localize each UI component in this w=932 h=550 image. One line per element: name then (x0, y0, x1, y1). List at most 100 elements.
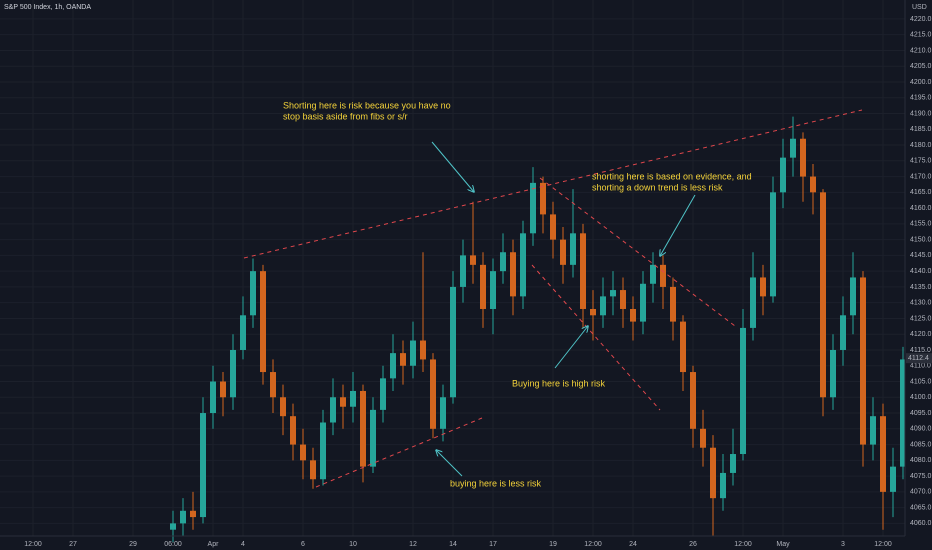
trend-line (531, 264, 661, 411)
candle-body (270, 372, 276, 398)
candle-body (580, 233, 586, 309)
y-tick-label: 4205.0 (910, 63, 932, 70)
x-axis: 12:00 27 29 06:00 Apr 4 6 10 12 14 17 19 12:00 24 26 12… (24, 541, 892, 548)
x-tick-label: 29 (129, 541, 137, 548)
drawings (243, 109, 863, 488)
x-tick-label: 26 (689, 541, 697, 548)
y-tick-label: 4185.0 (910, 126, 932, 133)
x-tick-label: May (776, 541, 790, 548)
candle-body (340, 397, 346, 407)
y-tick-label: 4075.0 (910, 473, 932, 480)
candle-body (570, 233, 576, 265)
x-tick-label: 12:00 (874, 541, 892, 548)
x-tick-label: 27 (69, 541, 77, 548)
y-tick-label: 4125.0 (910, 315, 932, 322)
candle-body (460, 255, 466, 287)
candle-body (830, 349, 836, 398)
trend-line (539, 177, 736, 327)
y-tick-label: 4140.0 (910, 268, 932, 275)
x-tick-label: 12 (409, 541, 417, 548)
y-tick-label: 4135.0 (910, 284, 932, 291)
x-tick-label: 14 (449, 541, 457, 548)
y-tick-label: 4105.0 (910, 378, 932, 385)
y-tick-label: 4065.0 (910, 504, 932, 511)
x-tick-label: Apr (208, 541, 220, 548)
y-tick-label: 4130.0 (910, 300, 932, 307)
x-tick-label: 19 (549, 541, 557, 548)
candle-body (210, 381, 216, 414)
candle-body (750, 277, 756, 328)
candle-body (710, 447, 716, 499)
y-tick-label: 4220.0 (910, 16, 932, 23)
candle-body (770, 192, 776, 297)
y-tick-label: 4155.0 (910, 221, 932, 228)
y-tick-label: 4195.0 (910, 95, 932, 102)
candle-body (680, 321, 686, 373)
candle-body (230, 349, 236, 398)
arrows (431, 141, 696, 477)
candle-body (390, 353, 396, 379)
candle-body (860, 277, 866, 445)
price-tag-box (906, 353, 932, 364)
candle-body (350, 390, 356, 407)
candle-body (500, 252, 506, 272)
arrow (436, 450, 463, 477)
x-tick-label: 12:00 (24, 541, 42, 548)
candle-body (300, 444, 306, 461)
candle-body (760, 277, 766, 297)
x-tick-label: 06:00 (164, 541, 182, 548)
candle-body (280, 397, 286, 417)
candle-body (630, 308, 636, 322)
candle-body (550, 214, 556, 240)
annotation-text: buying here is less risk (450, 478, 542, 488)
candle-body (330, 397, 336, 423)
candle-body (380, 378, 386, 410)
candle-body (260, 271, 266, 373)
candle-body (640, 283, 646, 322)
y-tick-label: 4210.0 (910, 47, 932, 54)
x-tick-label: 12:00 (734, 541, 752, 548)
candle-body (370, 409, 376, 467)
candle-body (560, 239, 566, 265)
x-tick-label: 17 (489, 541, 497, 548)
x-tick-label: 10 (349, 541, 357, 548)
candle-body (170, 523, 176, 530)
candle-body (600, 296, 606, 316)
x-tick-label: 24 (629, 541, 637, 548)
candle-body (660, 264, 666, 287)
y-tick-label: 4110.0 (910, 363, 931, 370)
candle-body (200, 413, 206, 518)
candle-body (360, 390, 366, 467)
candle-body (410, 340, 416, 366)
trend-line (315, 417, 483, 488)
y-tick-label: 4170.0 (910, 173, 932, 180)
candle-body (700, 428, 706, 448)
y-tick-label: 4080.0 (910, 457, 932, 464)
y-tick-label: 4085.0 (910, 441, 932, 448)
annotations: Shorting here is risk because you have n… (283, 100, 752, 488)
y-tick-label: 4190.0 (910, 110, 932, 117)
candle-body (540, 182, 546, 215)
candle-body (430, 359, 436, 429)
candle-body (650, 264, 656, 284)
candle-body (190, 510, 196, 518)
candle-body (620, 290, 626, 309)
y-tick-label: 4060.0 (910, 520, 932, 527)
y-tick-label: 4120.0 (910, 331, 932, 338)
candle-body (220, 381, 226, 398)
y-tick-label: 4070.0 (910, 489, 932, 496)
price-axis (905, 0, 932, 550)
candle-body (610, 290, 616, 297)
candle-body (590, 308, 596, 316)
candle-body (290, 416, 296, 445)
arrow (431, 141, 474, 192)
candle-body (870, 416, 876, 445)
y-tick-label: 4215.0 (910, 32, 932, 39)
x-tick-label: 3 (841, 541, 845, 548)
candle-body (890, 466, 896, 492)
annotation-text: Shorting here is risk because you have n… (283, 100, 451, 110)
x-tick-label: 4 (241, 541, 245, 548)
candle-body (240, 315, 246, 350)
candle-body (730, 454, 736, 473)
